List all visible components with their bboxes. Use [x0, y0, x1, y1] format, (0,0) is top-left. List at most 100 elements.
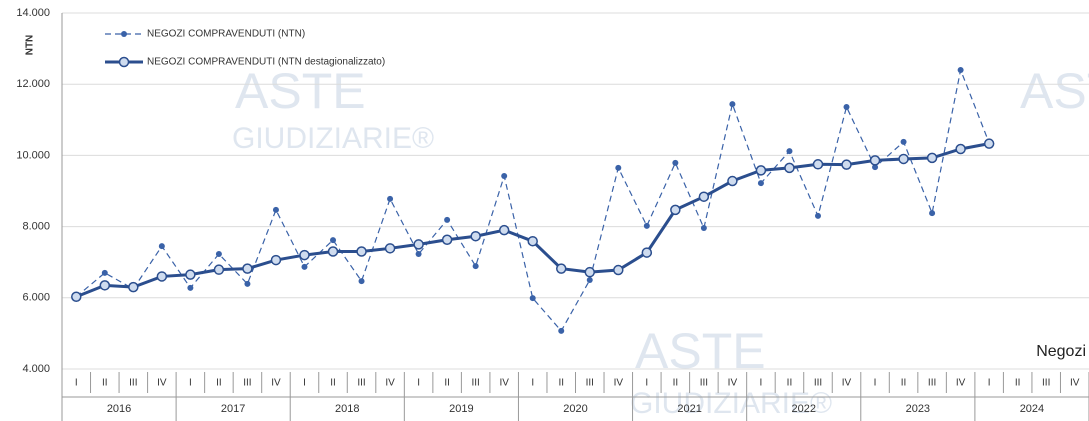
x-tick-label: III: [700, 378, 708, 389]
point: [614, 266, 623, 275]
point: [330, 237, 336, 243]
point: [444, 217, 450, 223]
point: [558, 328, 564, 334]
point: [671, 205, 680, 214]
legend-label: NEGOZI COMPRAVENDUTI (NTN): [147, 29, 305, 40]
x-tick-label: I: [189, 378, 192, 389]
point: [642, 248, 651, 257]
y-tick-label: 6.000: [22, 292, 50, 304]
x-tick-label: II: [787, 378, 793, 389]
point: [899, 154, 908, 163]
point: [387, 196, 393, 202]
x-tick-label: III: [129, 378, 137, 389]
point: [842, 160, 851, 169]
point: [359, 278, 365, 284]
x-tick-label: IV: [385, 378, 395, 389]
year-label: 2022: [791, 403, 815, 415]
x-tick-label: II: [102, 378, 108, 389]
watermark: ASTE: [1020, 63, 1089, 119]
x-tick-label: I: [645, 378, 648, 389]
point: [271, 256, 280, 265]
year-label: 2023: [906, 403, 930, 415]
x-tick-label: II: [1015, 378, 1021, 389]
point: [585, 268, 594, 277]
point: [273, 207, 279, 213]
point: [129, 283, 138, 292]
point: [557, 264, 566, 273]
point: [813, 160, 822, 169]
point: [587, 277, 593, 283]
y-tick-label: 4.000: [22, 363, 50, 375]
point: [758, 180, 764, 186]
point: [844, 104, 850, 110]
point: [243, 264, 252, 273]
x-tick-label: I: [75, 378, 78, 389]
x-tick-label: IV: [1070, 378, 1080, 389]
y-tick-label: 8.000: [22, 221, 50, 233]
point: [528, 237, 537, 246]
point: [701, 225, 707, 231]
year-label: 2016: [107, 403, 131, 415]
point: [443, 235, 452, 244]
watermark: GIUDIZIARIE®: [232, 122, 434, 155]
x-tick-label: II: [216, 378, 222, 389]
point: [501, 173, 507, 179]
point: [928, 153, 937, 162]
series-line: [76, 144, 989, 297]
point: [386, 244, 395, 253]
point: [530, 295, 536, 301]
y-tick-label: 14.000: [16, 7, 50, 19]
x-tick-label: III: [928, 378, 936, 389]
point: [958, 67, 964, 73]
point: [72, 292, 81, 301]
year-label: 2018: [335, 403, 359, 415]
point: [615, 165, 621, 171]
x-tick-label: III: [471, 378, 479, 389]
point: [300, 251, 309, 260]
legend-marker: [121, 31, 127, 37]
point: [329, 247, 338, 256]
point: [186, 270, 195, 279]
year-label: 2020: [563, 403, 587, 415]
point: [471, 232, 480, 241]
point: [100, 281, 109, 290]
point: [216, 251, 222, 257]
point: [786, 148, 792, 154]
watermark: ASTE: [635, 323, 766, 379]
point: [244, 281, 250, 287]
x-tick-label: IV: [271, 378, 281, 389]
x-tick-label: II: [901, 378, 907, 389]
point: [672, 160, 678, 166]
point: [729, 101, 735, 107]
x-tick-label: IV: [157, 378, 167, 389]
x-tick-label: I: [417, 378, 420, 389]
point: [301, 264, 307, 270]
x-tick-label: II: [444, 378, 450, 389]
annotation: Negozi: [1036, 343, 1086, 360]
y-tick-label: 12.000: [16, 78, 50, 90]
series-line: [76, 70, 989, 331]
point: [157, 272, 166, 281]
x-tick-label: II: [673, 378, 679, 389]
chart: ASTE GIUDIZIARIE® ASTE ASTE GIUDIZIARIE®…: [0, 0, 1089, 421]
x-tick-label: III: [243, 378, 251, 389]
point: [473, 263, 479, 269]
x-tick-label: III: [357, 378, 365, 389]
y-axis-label: NTN: [25, 35, 36, 56]
point: [187, 285, 193, 291]
point: [102, 270, 108, 276]
x-tick-label: IV: [842, 378, 852, 389]
x-tick-label: IV: [956, 378, 966, 389]
point: [159, 243, 165, 249]
point: [699, 192, 708, 201]
point: [500, 226, 509, 235]
legend-marker: [120, 58, 129, 67]
x-tick-label: IV: [499, 378, 509, 389]
x-tick-label: III: [1042, 378, 1050, 389]
point: [414, 240, 423, 249]
x-tick-label: I: [303, 378, 306, 389]
y-tick-label: 10.000: [16, 149, 50, 161]
point: [785, 163, 794, 172]
x-tick-label: IV: [728, 378, 738, 389]
point: [644, 223, 650, 229]
